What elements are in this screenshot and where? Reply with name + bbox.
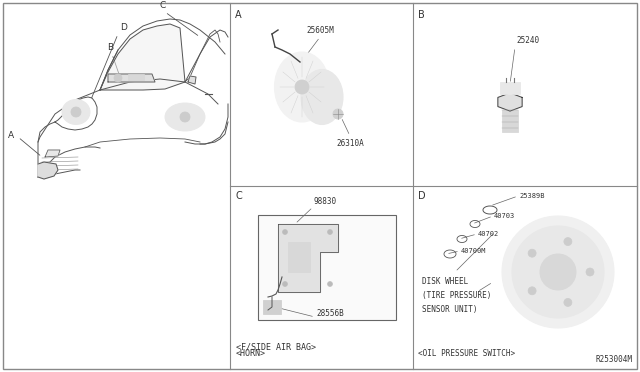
Text: A: A xyxy=(8,131,14,141)
Bar xyxy=(258,215,396,320)
Circle shape xyxy=(512,226,604,318)
Circle shape xyxy=(282,230,287,234)
Text: 40703: 40703 xyxy=(494,213,515,219)
Polygon shape xyxy=(108,74,155,82)
Polygon shape xyxy=(38,162,58,179)
Text: 25389B: 25389B xyxy=(519,193,545,199)
Text: (TIRE PRESSURE): (TIRE PRESSURE) xyxy=(422,291,492,300)
Text: 28556B: 28556B xyxy=(316,309,344,318)
Circle shape xyxy=(295,80,309,94)
Polygon shape xyxy=(100,24,185,90)
Ellipse shape xyxy=(301,70,343,125)
Ellipse shape xyxy=(275,52,330,122)
Text: D: D xyxy=(418,191,426,201)
Circle shape xyxy=(328,282,333,286)
Bar xyxy=(502,110,518,132)
Text: A: A xyxy=(235,10,242,20)
Polygon shape xyxy=(188,76,196,84)
Polygon shape xyxy=(498,93,522,111)
Text: DISK WHEEL: DISK WHEEL xyxy=(422,277,468,286)
Circle shape xyxy=(528,249,536,257)
Text: 26310A: 26310A xyxy=(336,139,364,148)
Circle shape xyxy=(528,287,536,295)
Circle shape xyxy=(502,216,614,328)
Text: <F/SIDE AIR BAG>: <F/SIDE AIR BAG> xyxy=(236,343,316,352)
Text: B: B xyxy=(107,43,113,52)
Text: 40702: 40702 xyxy=(478,231,499,237)
Circle shape xyxy=(490,204,626,340)
Polygon shape xyxy=(278,224,338,292)
Text: 25240: 25240 xyxy=(516,36,539,45)
Text: SENSOR UNIT): SENSOR UNIT) xyxy=(422,305,477,314)
Ellipse shape xyxy=(62,99,90,125)
Circle shape xyxy=(180,112,190,122)
Circle shape xyxy=(564,298,572,307)
Bar xyxy=(128,74,144,80)
Circle shape xyxy=(282,282,287,286)
Text: R253004M: R253004M xyxy=(595,355,632,364)
Circle shape xyxy=(333,109,343,119)
Circle shape xyxy=(71,107,81,117)
Circle shape xyxy=(114,74,122,82)
Ellipse shape xyxy=(155,97,215,137)
Text: <HORN>: <HORN> xyxy=(236,349,266,358)
Text: C: C xyxy=(235,191,242,201)
Text: D: D xyxy=(120,23,127,32)
Text: 98830: 98830 xyxy=(314,197,337,206)
Text: C: C xyxy=(160,1,166,10)
Text: <OIL PRESSURE SWITCH>: <OIL PRESSURE SWITCH> xyxy=(418,349,515,358)
Circle shape xyxy=(540,254,576,290)
Circle shape xyxy=(586,268,594,276)
Circle shape xyxy=(564,238,572,246)
Bar xyxy=(500,82,520,94)
Polygon shape xyxy=(45,150,60,157)
Text: B: B xyxy=(418,10,425,20)
Bar xyxy=(263,300,281,314)
Text: 25605M: 25605M xyxy=(306,26,334,35)
Bar xyxy=(288,242,310,272)
Ellipse shape xyxy=(165,103,205,131)
Text: 40700M: 40700M xyxy=(461,248,486,254)
Ellipse shape xyxy=(55,93,97,131)
Circle shape xyxy=(328,230,333,234)
